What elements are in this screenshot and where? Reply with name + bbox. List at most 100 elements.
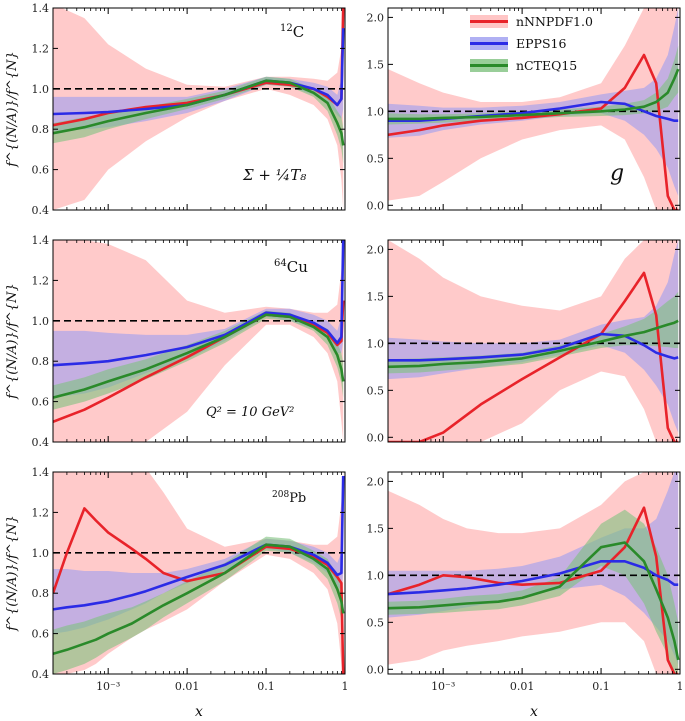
band-epps16 <box>53 472 344 634</box>
axes-frame <box>387 7 681 211</box>
y-tick-label: 0.6 <box>32 396 50 409</box>
y-tick-label: 0.5 <box>367 616 385 629</box>
y-tick-label: 1.0 <box>32 83 50 96</box>
y-tick-label: 1.0 <box>367 337 385 350</box>
y-tick-label: 1.4 <box>32 2 50 15</box>
y-tick-label: 1.5 <box>367 58 385 71</box>
nucleus-symbol: Cu <box>287 258 308 276</box>
y-tick-label: 0.4 <box>32 668 50 681</box>
legend-label-epps: EPPS16 <box>516 36 566 51</box>
band-ncteq15 <box>53 536 344 674</box>
q2-label: Q² = 10 GeV² <box>206 405 294 420</box>
y-tick-label: 1.4 <box>32 234 50 247</box>
line-ncteq15 <box>53 79 345 146</box>
y-tick-label: 1.2 <box>32 42 50 55</box>
central-lines <box>388 506 680 674</box>
line-ncteq15 <box>53 543 345 656</box>
central-lines <box>388 271 679 442</box>
central-lines <box>53 240 345 424</box>
band-ncteq15 <box>388 45 679 125</box>
y-tick-label: 0.8 <box>32 355 50 368</box>
central-lines <box>53 8 345 146</box>
nucleus-mass: 64 <box>274 258 287 269</box>
axes-frame <box>387 471 681 675</box>
x-tick-label: 0.1 <box>257 680 275 693</box>
nucleus-label: 64Cu <box>274 258 308 276</box>
nucleus-mass: 208 <box>272 490 289 500</box>
x-tick-label: 1 <box>342 680 349 693</box>
line-ncteq15 <box>388 541 680 661</box>
panel-pb-gluon: 0.0 0.5 1.0 1.5 2.0 10⁻³ 0.01 0.1 1 <box>367 471 684 693</box>
axes-frame <box>52 239 346 443</box>
flavour-label: g <box>610 161 624 186</box>
axes-frame <box>52 471 346 675</box>
x-tick-label: 0.01 <box>510 680 535 693</box>
band-epps16 <box>388 472 679 665</box>
y-axis-label-middle: f^{(N/A)}/f^{N} <box>5 283 20 400</box>
line-epps16 <box>53 240 345 367</box>
band-epps16 <box>388 8 679 196</box>
axis-ticks: 0.0 0.5 1.0 1.5 2.0 10⁻³ 0.01 0.1 1 <box>367 472 684 693</box>
uncertainty-bands <box>388 472 679 674</box>
y-axis-label-bottom: f^{(N/A)}/f^{N} <box>5 515 20 632</box>
y-tick-label: 0.0 <box>367 663 385 676</box>
uncertainty-bands <box>388 8 679 210</box>
line-ncteq15 <box>53 313 345 399</box>
x-tick-label: 0.01 <box>175 680 200 693</box>
y-tick-label: 1.0 <box>367 105 385 118</box>
x-axis-label-left: x <box>195 704 203 720</box>
line-ncteq15 <box>388 319 679 369</box>
axis-ticks: 0.0 0.5 1.0 1.5 2.0 <box>367 240 681 444</box>
axes-frame <box>52 7 346 211</box>
y-tick-label: 0.0 <box>367 431 385 444</box>
x-axis-label-right: x <box>530 704 538 720</box>
central-lines <box>53 475 345 674</box>
legend-label-ncteq: nCTEQ15 <box>516 58 577 73</box>
flavour-label: Σ + ¼T₈ <box>242 166 306 184</box>
y-tick-label: 0.4 <box>32 436 50 449</box>
axes-frame <box>387 239 681 443</box>
axis-ticks: 0.4 0.6 0.8 1.0 1.2 1.4 10⁻³ 0.01 0.1 1 <box>32 466 349 693</box>
y-tick-label: 0.6 <box>32 628 50 641</box>
y-tick-label: 2.0 <box>367 243 385 256</box>
central-lines <box>388 53 680 210</box>
legend: nNNPDF1.0 EPPS16 nCTEQ15 <box>470 14 593 73</box>
x-tick-label: 0.1 <box>592 680 610 693</box>
panel-cu-gluon: 0.0 0.5 1.0 1.5 2.0 <box>367 239 681 444</box>
y-tick-label: 0.4 <box>32 204 50 217</box>
y-tick-label: 0.5 <box>367 384 385 397</box>
legend-label-nnnpdf: nNNPDF1.0 <box>516 14 593 29</box>
y-tick-label: 1.5 <box>367 522 385 535</box>
x-tick-label: 10⁻³ <box>96 680 120 693</box>
nucleus-label: 12C <box>280 23 304 41</box>
nucleus-symbol: C <box>293 23 304 41</box>
y-tick-label: 0.6 <box>32 164 50 177</box>
line-nnnpdf1-0 <box>388 53 679 210</box>
band-ncteq15 <box>53 310 344 410</box>
panel-c-sigma: 0.4 0.6 0.8 1.0 1.2 1.4 12C Σ + ¼T₈ <box>32 2 346 217</box>
y-tick-label: 1.0 <box>32 547 50 560</box>
line-nnnpdf1-0 <box>388 506 679 674</box>
y-tick-label: 1.4 <box>32 466 50 479</box>
axis-ticks: 0.4 0.6 0.8 1.0 1.2 1.4 <box>32 234 346 449</box>
line-epps16 <box>388 332 679 362</box>
x-tick-label: 1 <box>677 680 684 693</box>
y-tick-label: 0.0 <box>367 199 385 212</box>
y-tick-label: 1.0 <box>32 315 50 328</box>
axis-ticks: 0.0 0.5 1.0 1.5 2.0 <box>367 8 681 212</box>
y-tick-label: 1.5 <box>367 290 385 303</box>
nucleus-mass: 12 <box>280 23 293 34</box>
panel-cu-sigma: 0.4 0.6 0.8 1.0 1.2 1.4 64Cu Q² = 10 GeV² <box>32 234 346 449</box>
band-nnnpdf1-0 <box>388 240 679 442</box>
y-tick-label: 1.2 <box>32 274 50 287</box>
panel-c-gluon: 0.0 0.5 1.0 1.5 2.0 g nNNPDF1.0 EPPS16 nCTEQ… <box>367 7 681 212</box>
line-ncteq15 <box>388 68 680 121</box>
nucleus-symbol: Pb <box>289 491 306 506</box>
y-tick-label: 1.2 <box>32 506 50 519</box>
band-epps16 <box>53 8 344 132</box>
y-tick-label: 2.0 <box>367 475 385 488</box>
y-tick-label: 0.5 <box>367 152 385 165</box>
nucleus-label: 208Pb <box>272 490 306 506</box>
panel-pb-sigma: 0.4 0.6 0.8 1.0 1.2 1.4 10⁻³ 0.01 0.1 1 208Pb <box>32 466 349 693</box>
